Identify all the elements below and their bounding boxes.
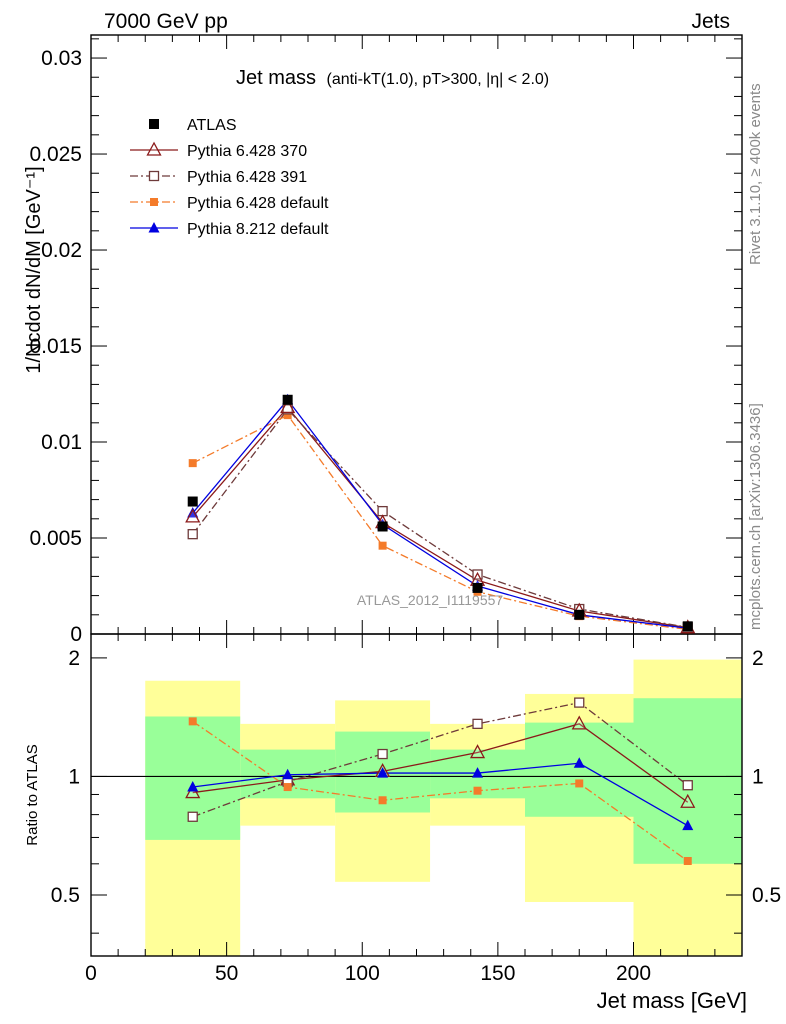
legend-marker bbox=[149, 119, 159, 129]
main-data-point bbox=[472, 582, 483, 593]
ratio-data-point bbox=[573, 757, 585, 768]
main-data-point bbox=[682, 621, 693, 632]
ratio-y-tick-label-right: 0.5 bbox=[752, 884, 781, 907]
main-series-line bbox=[192, 414, 688, 631]
legend-label: ATLAS bbox=[187, 117, 237, 134]
main-y-tick-label: 0.025 bbox=[29, 143, 82, 166]
header-right: Jets bbox=[691, 10, 730, 33]
x-axis-title: Jet mass [GeV] bbox=[597, 988, 747, 1013]
main-y-tick-label: 0.015 bbox=[29, 335, 82, 358]
main-y-tick-label: 0.03 bbox=[41, 47, 82, 70]
legend: ATLAS Pythia 6.428 370 Pythia 6.428 391 Pyt… bbox=[130, 117, 329, 238]
ratio-series-line bbox=[192, 720, 689, 862]
x-tick-label: 200 bbox=[616, 962, 651, 985]
legend-marker bbox=[146, 141, 162, 156]
rivet-label: Rivet 3.1.10, ≥ 400k events bbox=[747, 83, 764, 265]
ratio-data-point bbox=[680, 793, 696, 808]
ratio-data-point bbox=[574, 697, 585, 708]
ratio-data-point bbox=[472, 767, 484, 778]
main-y-tick-label: 0.01 bbox=[41, 431, 82, 454]
legend-label: Pythia 8.212 default bbox=[187, 221, 329, 238]
ratio-data-point bbox=[377, 748, 388, 760]
x-tick-label: 0 bbox=[85, 962, 97, 985]
ratio-series-line bbox=[192, 701, 689, 818]
main-data-point bbox=[377, 505, 388, 517]
ratio-data-point bbox=[185, 784, 201, 799]
x-tick-label: 50 bbox=[215, 962, 238, 985]
plot-title: Jet mass (anti-kT(1.0), pT>300, |η| < 2.… bbox=[236, 67, 549, 89]
ratio-data-point bbox=[283, 783, 292, 792]
ratio-data-point bbox=[575, 779, 584, 788]
mcplots-label: mcplots.cern.ch [arXiv:1306.3436] bbox=[747, 403, 764, 630]
x-tick-label: 100 bbox=[345, 962, 380, 985]
main-y-tick-label: 0 bbox=[70, 623, 82, 646]
ratio-data-point bbox=[187, 811, 198, 822]
axis-ticks: 0 50 100 150 200 0.005 0.01 0.015 0.02 0.025 0.03 0… bbox=[29, 35, 781, 985]
main-data-point bbox=[188, 459, 197, 468]
x-tick-label: 150 bbox=[480, 962, 515, 985]
main-data-point bbox=[280, 399, 296, 414]
main-data-point bbox=[574, 609, 585, 620]
series-markers bbox=[185, 393, 696, 865]
main-y-tick-label: 0.005 bbox=[29, 527, 82, 550]
ratio-data-point bbox=[682, 780, 693, 791]
legend-marker bbox=[148, 222, 160, 233]
main-series-line bbox=[192, 398, 688, 629]
main-data-point bbox=[282, 394, 293, 405]
ratio-y-tick-label-right: 2 bbox=[752, 647, 764, 670]
ratio-data-point bbox=[188, 717, 197, 726]
ratio-data-point bbox=[469, 744, 486, 759]
ratio-series-line bbox=[192, 723, 689, 803]
ratio-data-point bbox=[473, 786, 482, 795]
main-data-point bbox=[187, 529, 198, 540]
main-data-point bbox=[187, 496, 198, 507]
ratio-y-tick-label-left: 0.5 bbox=[51, 884, 80, 907]
header-left: 7000 GeV pp bbox=[104, 10, 228, 33]
main-data-point bbox=[283, 411, 292, 420]
uncertainty-bands bbox=[91, 659, 742, 956]
ratio-y-axis-title: Ratio to ATLAS bbox=[24, 744, 41, 845]
legend-label: Pythia 6.428 391 bbox=[187, 169, 307, 186]
ratio-data-point bbox=[282, 768, 294, 780]
ratio-data-point bbox=[377, 767, 389, 778]
plot-title-main: Jet mass bbox=[236, 67, 316, 89]
analysis-watermark: ATLAS_2012_I1119557 bbox=[357, 592, 504, 608]
main-data-point bbox=[378, 541, 387, 550]
ratio-data-point bbox=[683, 856, 692, 865]
legend-marker bbox=[148, 170, 160, 182]
ratio-y-tick-label-left: 2 bbox=[68, 647, 80, 670]
green-band bbox=[525, 722, 634, 817]
legend-label: Pythia 6.428 370 bbox=[187, 143, 307, 160]
main-data-point bbox=[185, 508, 201, 523]
ratio-data-point bbox=[187, 781, 199, 792]
ratio-y-tick-label-right: 1 bbox=[752, 765, 764, 788]
legend-marker bbox=[150, 198, 158, 206]
main-data-point bbox=[377, 521, 388, 532]
ratio-data-point bbox=[682, 819, 694, 831]
main-series-line bbox=[192, 408, 688, 628]
series-lines bbox=[192, 398, 689, 862]
legend-label: Pythia 6.428 default bbox=[187, 195, 329, 212]
ratio-series-line bbox=[192, 762, 689, 827]
main-series-line bbox=[192, 406, 688, 629]
main-y-tick-label: 0.02 bbox=[41, 239, 82, 262]
ratio-data-point bbox=[378, 796, 387, 805]
ratio-data-point bbox=[472, 718, 483, 730]
ratio-data-point bbox=[571, 715, 587, 730]
main-y-axis-title: 1/Ncdot dN/dM [GeV⁻¹] bbox=[23, 166, 45, 373]
ratio-y-tick-label-left: 1 bbox=[68, 765, 80, 788]
plot-title-detail: (anti-kT(1.0), pT>300, |η| < 2.0) bbox=[326, 71, 549, 88]
